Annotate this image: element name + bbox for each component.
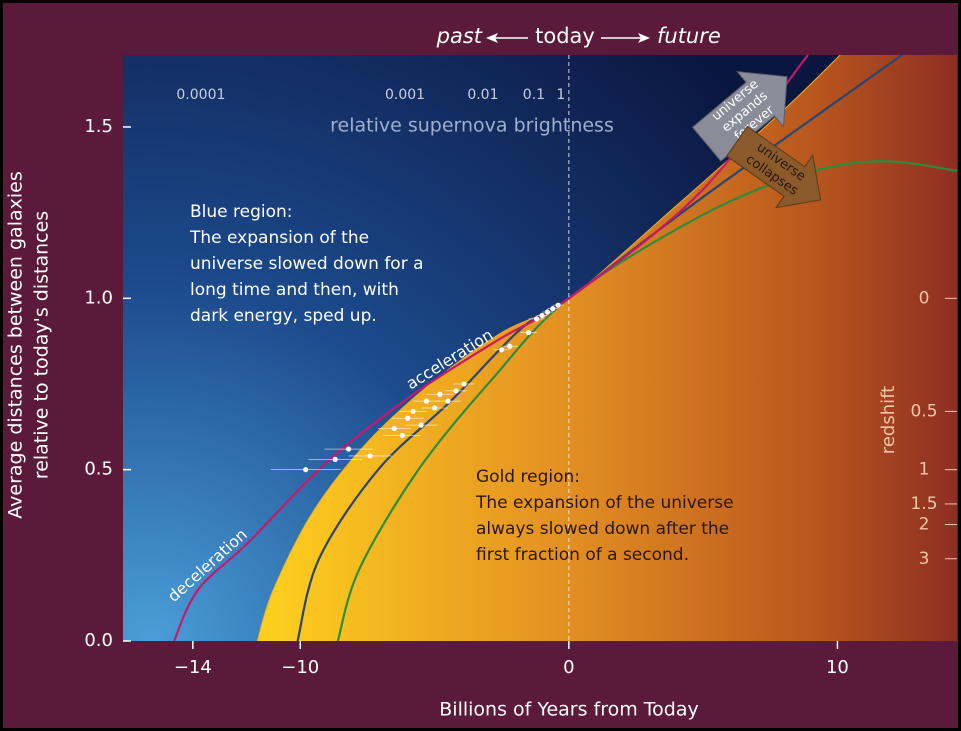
y2-tick-label: 0.5 [910,401,937,421]
y2-tick-label: 3 [919,549,930,569]
y-axis-title: Average distances between galaxies [5,171,27,518]
y2-axis-title: redshift [878,386,899,454]
note-line: The expansion of the universe [475,493,734,513]
y-tick-label: 0.0 [84,630,113,651]
note-line: The expansion of the [189,228,369,248]
gold-region-note: Gold region: The expansion of the univer… [475,467,734,565]
data-point [507,343,513,349]
data-point [431,405,438,411]
data-point [391,425,397,432]
data-point [332,456,338,462]
future-label: future [657,24,721,48]
x2-tick-label: 0.001 [385,87,425,103]
y-tick-label: 1.5 [84,116,113,137]
past-label: past [436,24,483,48]
data-point [437,391,443,397]
y-axis-title: relative to today's distances [31,211,53,479]
data-point [555,302,561,308]
note-line: long time and then, with [190,280,399,300]
x-tick-label: 0 [563,657,574,678]
data-point [303,467,309,473]
data-point [445,398,451,404]
note-line: first fraction of a second. [476,545,689,565]
data-point [399,432,405,438]
today-label: today [535,24,595,48]
blue-region-note: Blue region: The expansion of the univer… [189,202,424,326]
arrow-head [486,33,498,43]
axes: −14 −10 0 100.00.51.01.50.0001 0.001 0.01 0.1 1… [84,87,957,678]
data-point [461,381,467,387]
y2-tick-label: 0 [919,288,930,308]
x2-tick-label: 0.1 [523,87,545,103]
data-point [346,446,352,452]
x2-tick-label: 0.01 [467,87,498,103]
y2-tick-label: 2 [919,514,930,534]
x-tick-label: −14 [174,657,212,678]
note-line: dark energy, sped up. [190,306,377,326]
x2-tick-label: 1 [556,87,565,103]
note-line: Blue region: [190,202,293,222]
y-tick-label: 1.0 [84,287,113,308]
data-point [423,398,430,404]
y2-tick-label: 1 [919,460,930,480]
arrow-shape [726,125,822,209]
x-tick-label: 10 [826,657,849,678]
x-tick-label: −10 [281,657,319,678]
arrow-head [638,33,650,43]
data-point [453,388,459,394]
x-axis-title: Billions of Years from Today [439,699,698,721]
curve [296,55,903,641]
data-point [410,408,416,414]
data-point [405,415,411,421]
note-line: always slowed down after the [476,519,729,539]
data-point [534,316,540,322]
note-line: universe slowed down for a [190,254,424,274]
data-point [544,309,550,315]
x2-tick-label: 0.0001 [176,87,225,103]
data-point [550,305,556,312]
data-point [499,347,505,353]
curve [173,55,809,641]
data-point [367,453,373,459]
x2-axis-title: relative supernova brightness [330,115,614,137]
y2-tick-label: 1.5 [910,494,937,514]
data-point [418,422,424,428]
note-line: Gold region: [476,467,580,487]
data-point [525,329,532,336]
data-point [539,312,545,319]
y-tick-label: 0.5 [84,459,113,480]
